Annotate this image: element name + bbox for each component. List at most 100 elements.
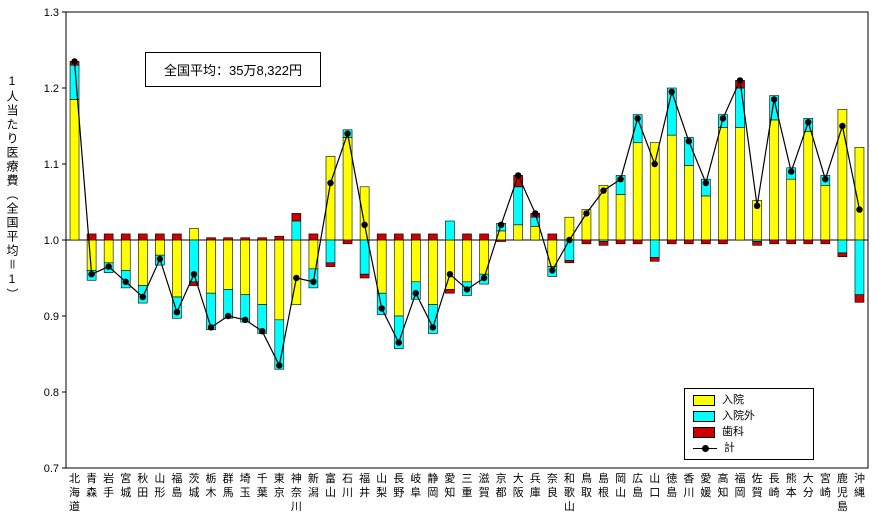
total-line-marker (105, 263, 112, 270)
bar-segment-dental (632, 239, 643, 245)
bar-segment-dental (342, 239, 353, 245)
x-category-label: 佐 (752, 471, 763, 485)
x-category-label: 山 (564, 500, 575, 513)
x-category-label: 梨 (376, 485, 387, 499)
x-category-label: 奈 (291, 485, 302, 499)
x-category-label: 馬 (223, 486, 234, 499)
x-category-label: 歌 (564, 485, 575, 499)
bar-segment-dental (103, 233, 114, 241)
bar-segment-outpatient (172, 296, 182, 319)
x-category-label: 阪 (513, 485, 524, 499)
x-category-label: 石 (342, 473, 353, 485)
x-category-label: 栃 (206, 471, 217, 485)
y-tick-label: 0.7 (44, 463, 59, 475)
x-category-label: 崎 (820, 485, 831, 499)
bar-segment-dental (666, 239, 677, 245)
total-line-marker (685, 138, 693, 145)
x-category-label: 北 (69, 472, 80, 485)
bar-segment-inpatient (206, 239, 216, 294)
total-line-marker (173, 309, 181, 316)
x-category-label: 福 (359, 471, 370, 485)
x-category-label: 京 (496, 471, 507, 485)
bar-segment-dental (803, 239, 814, 245)
x-category-label: 山 (615, 486, 626, 499)
national-average-annotation: 全国平均：35万8,322円 (145, 52, 321, 87)
total-line-marker (207, 324, 215, 331)
x-category-label: 秋 (137, 471, 148, 485)
bar-segment-inpatient (701, 195, 711, 241)
bar-segment-inpatient (718, 127, 728, 241)
bar-segment-dental (257, 237, 268, 241)
bar-segment-dental (718, 239, 728, 245)
x-category-label: 島 (171, 485, 182, 499)
x-category-label: 鳥 (581, 471, 592, 485)
x-category-label: 都 (496, 486, 507, 499)
total-line-marker (617, 176, 624, 183)
total-line-marker (566, 236, 573, 244)
x-category-label: 縄 (854, 485, 865, 499)
x-category-label: 重 (462, 485, 473, 499)
total-line-marker (651, 160, 658, 168)
x-category-label: 山 (376, 472, 387, 485)
bar-segment-outpatient (854, 239, 865, 296)
bar-segment-inpatient (547, 239, 558, 267)
bar-segment-outpatient (615, 175, 626, 195)
bar-segment-dental (240, 237, 250, 241)
x-category-label: 東 (274, 472, 285, 485)
x-category-label: 井 (359, 485, 370, 499)
bar-segment-dental (462, 233, 472, 241)
x-category-label: 潟 (308, 486, 319, 499)
total-line-marker (327, 179, 334, 187)
x-category-label: 奈 (547, 471, 558, 485)
x-category-label: 島 (666, 485, 677, 499)
total-line-marker (395, 339, 402, 346)
bar-segment-outpatient (769, 95, 779, 121)
bar-segment-dental (223, 237, 233, 241)
total-line-marker (429, 324, 437, 331)
x-category-label: 宮 (820, 471, 831, 485)
legend-swatch-dental (693, 426, 715, 438)
y-tick-label: 1.0 (44, 235, 59, 247)
bar-segment-inpatient (820, 184, 831, 241)
x-category-label: 愛 (444, 472, 455, 485)
x-category-label: 和 (564, 472, 575, 485)
bar-segment-dental (155, 233, 165, 241)
legend-swatch-outpatient (693, 410, 715, 422)
total-line-marker (463, 286, 471, 293)
y-tick-label: 0.9 (44, 311, 59, 323)
bar-segment-outpatient (359, 239, 370, 275)
legend-label: 歯科 (722, 426, 744, 438)
bar-segment-dental (581, 239, 592, 245)
x-category-label: 滋 (479, 472, 490, 485)
bar-segment-dental (649, 257, 660, 262)
bar-segment-dental (615, 239, 626, 245)
x-category-label: 岩 (103, 471, 114, 485)
x-category-label: 阜 (410, 486, 421, 499)
bar-segment-dental (479, 233, 489, 241)
bar-segment-dental (359, 273, 370, 279)
x-category-label: 山 (154, 472, 165, 485)
legend-label: 計 (724, 442, 735, 454)
bar-segment-dental (786, 239, 797, 245)
total-line-marker (190, 271, 198, 278)
x-category-label: 城 (120, 486, 131, 499)
x-category-label: 静 (427, 471, 438, 485)
x-category-label: 川 (683, 487, 694, 499)
bar-segment-inpatient (666, 134, 677, 241)
x-category-label: 玉 (240, 487, 251, 499)
x-category-label: 熊 (786, 471, 797, 485)
bar-segment-outpatient (632, 114, 643, 144)
x-category-label: 大 (513, 471, 524, 485)
total-line-marker (839, 122, 846, 130)
x-category-label: 道 (69, 499, 80, 513)
x-category-label: 新 (308, 471, 319, 485)
x-category-label: 島 (598, 471, 609, 485)
x-category-label: 福 (171, 471, 182, 485)
bar-segment-outpatient (291, 220, 302, 241)
x-category-label: 分 (803, 486, 814, 499)
x-category-label: 沖 (854, 472, 865, 485)
x-category-label: 高 (717, 471, 728, 485)
total-line-marker (702, 179, 710, 187)
total-line-marker (805, 119, 812, 126)
bar-segment-dental (769, 239, 779, 245)
